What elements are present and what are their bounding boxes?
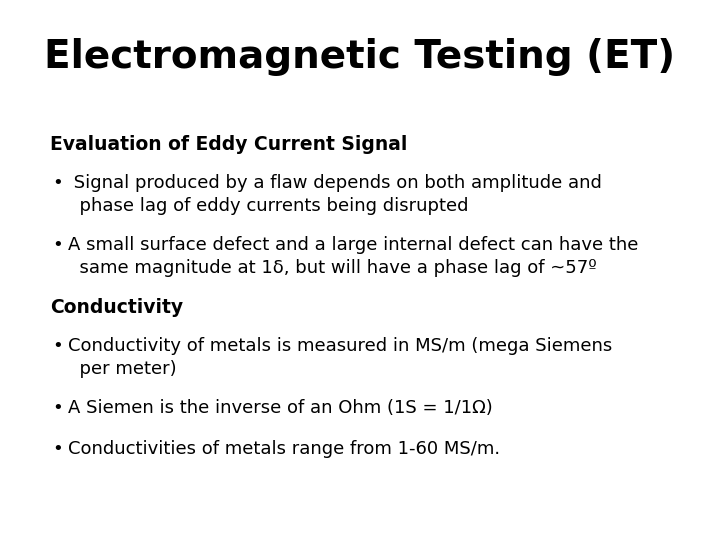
Text: A Siemen is the inverse of an Ohm (1S = 1/1Ω): A Siemen is the inverse of an Ohm (1S = …	[68, 399, 493, 417]
Text: Conductivity: Conductivity	[50, 298, 184, 317]
Text: •: •	[52, 236, 63, 254]
Text: •: •	[52, 440, 63, 457]
Text: Evaluation of Eddy Current Signal: Evaluation of Eddy Current Signal	[50, 135, 408, 154]
Text: •: •	[52, 337, 63, 355]
Text: Signal produced by a flaw depends on both amplitude and
  phase lag of eddy curr: Signal produced by a flaw depends on bot…	[68, 174, 602, 215]
Text: A small surface defect and a large internal defect can have the
  same magnitude: A small surface defect and a large inter…	[68, 236, 639, 277]
Text: Conductivities of metals range from 1-60 MS/m.: Conductivities of metals range from 1-60…	[68, 440, 500, 457]
Text: •: •	[52, 399, 63, 417]
Text: •: •	[52, 174, 63, 192]
Text: Electromagnetic Testing (ET): Electromagnetic Testing (ET)	[45, 38, 675, 76]
Text: Conductivity of metals is measured in MS/m (mega Siemens
  per meter): Conductivity of metals is measured in MS…	[68, 337, 613, 378]
